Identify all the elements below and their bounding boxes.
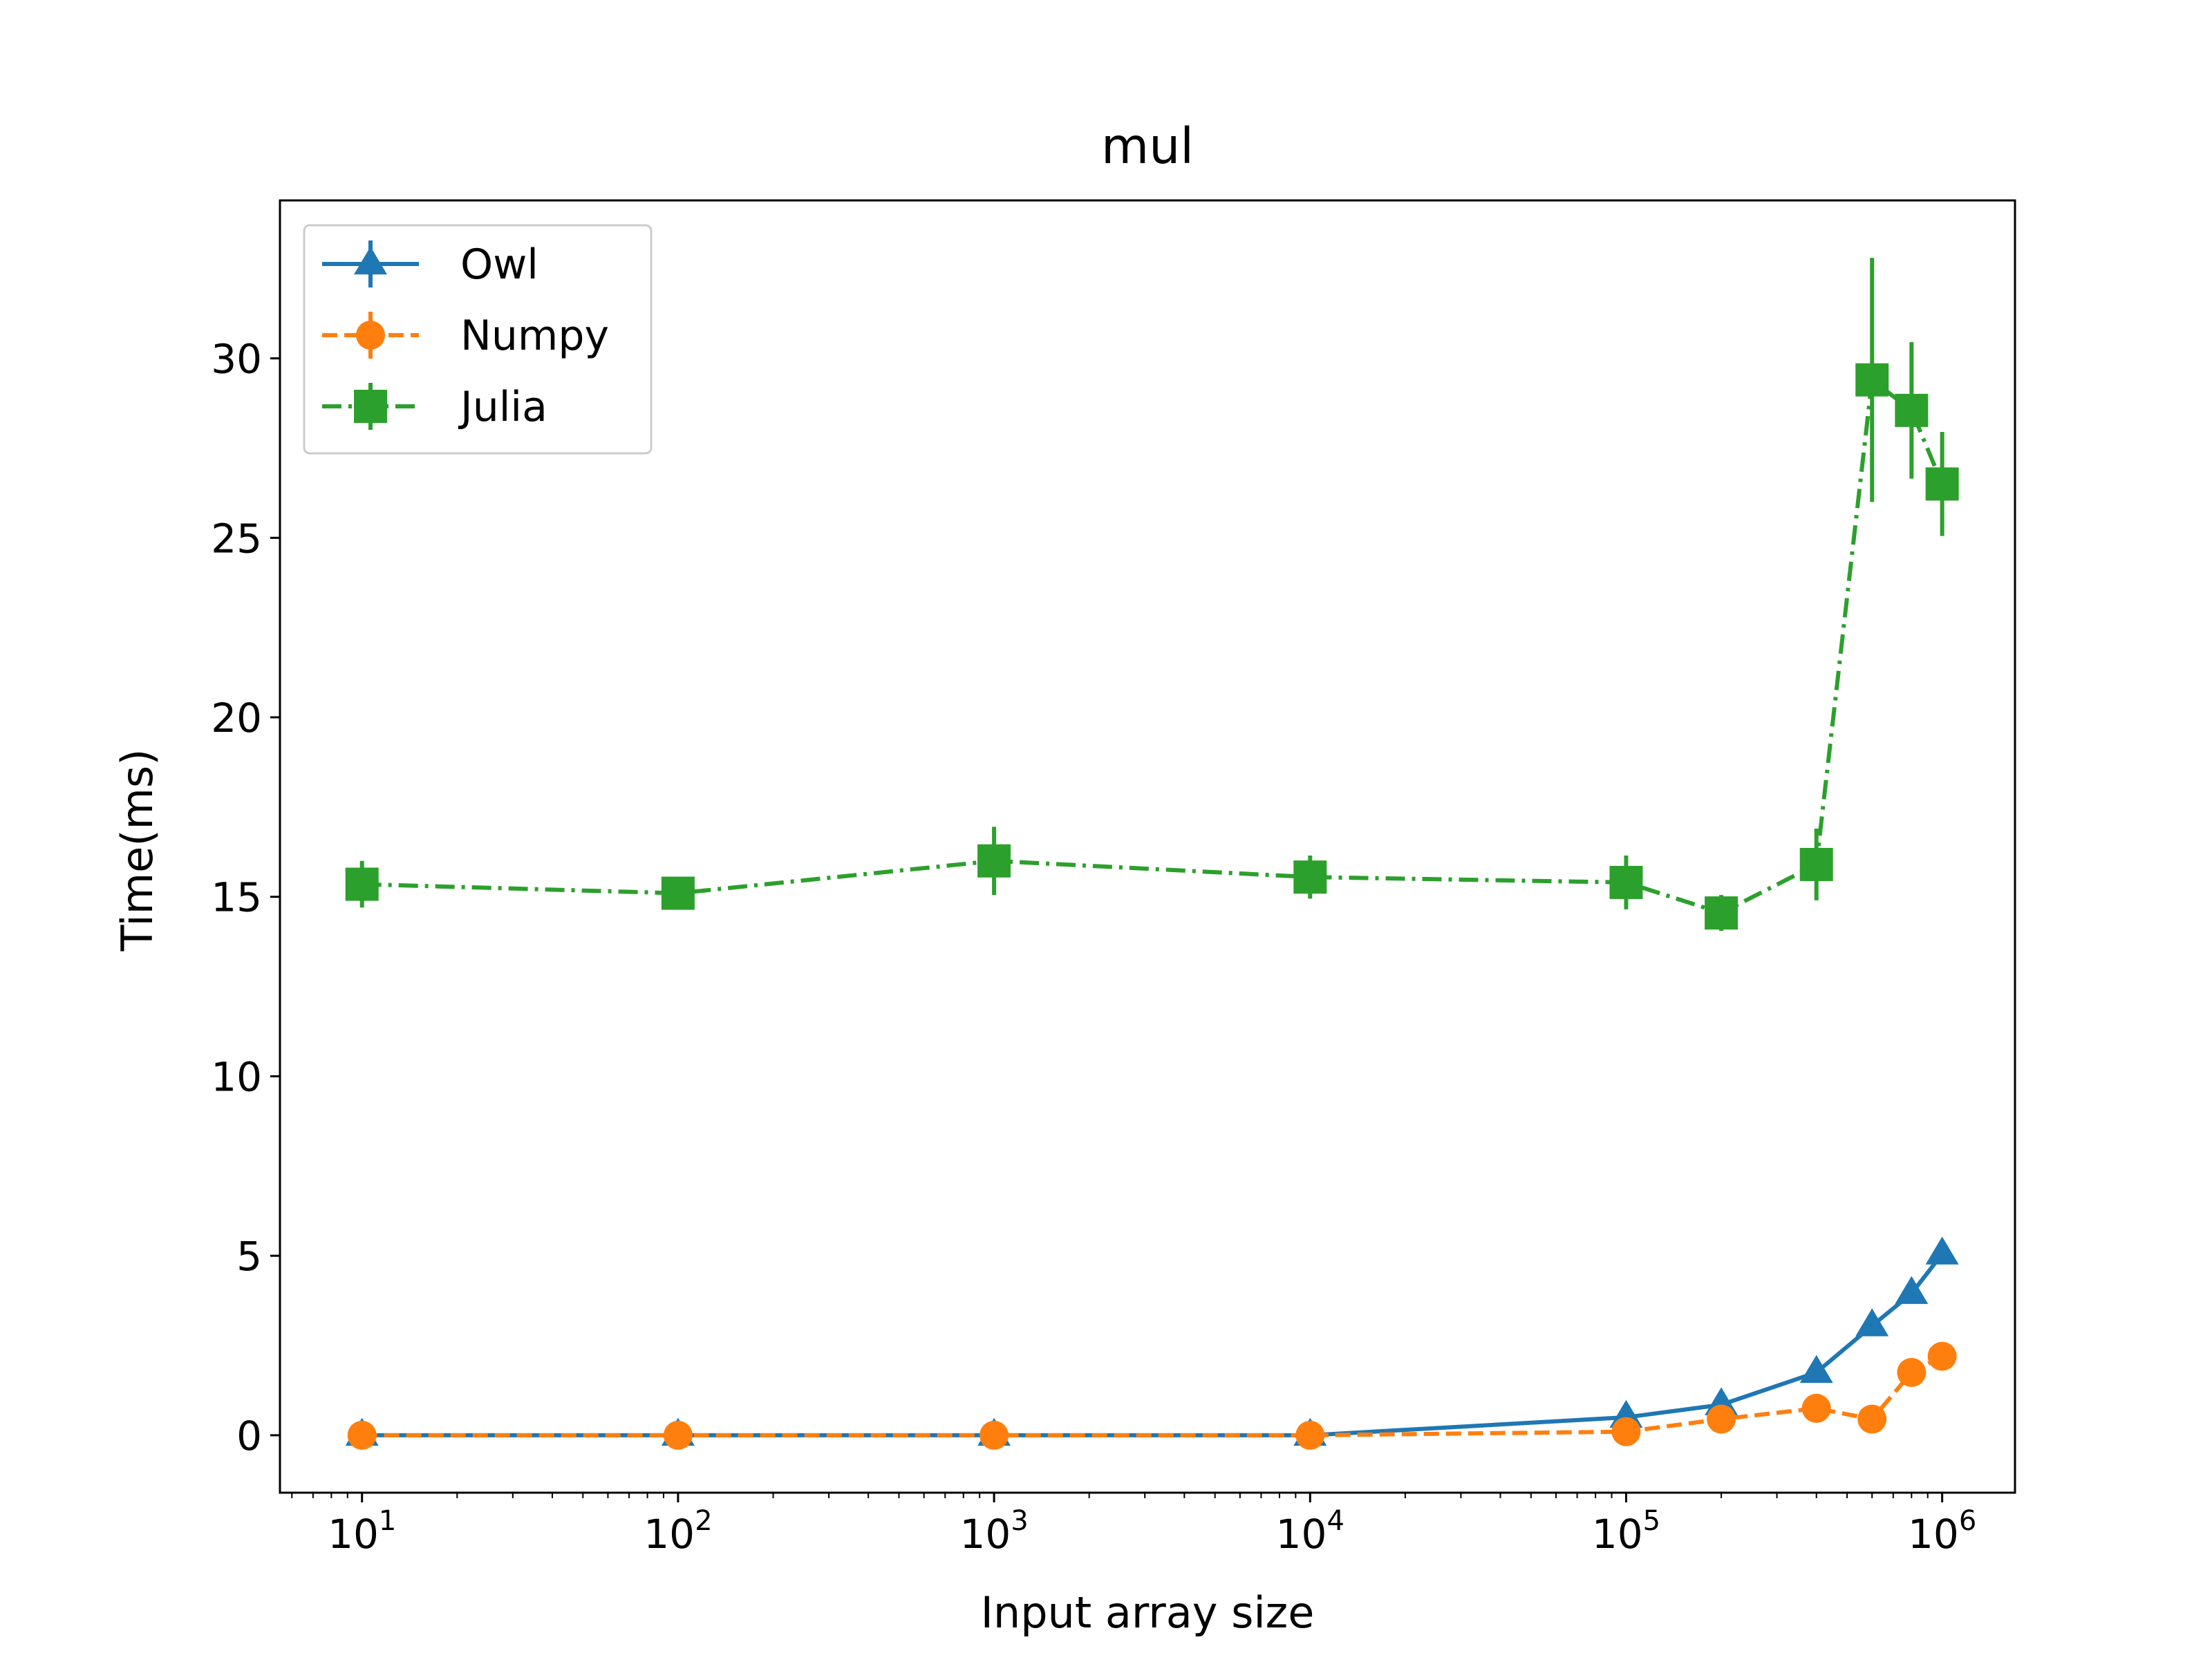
data-point [1801,1393,1831,1423]
data-point [1799,847,1833,881]
legend-label: Numpy [460,312,609,360]
series-line-julia [362,377,1944,916]
data-point [1855,1308,1889,1337]
series-numpy [347,1341,1957,1450]
x-tick-label: 104 [1276,1505,1344,1558]
y-tick-label: 20 [211,695,262,742]
data-point [347,1420,377,1450]
data-point [1611,1417,1641,1446]
axes: 0 5 10 15 20 25 30 101 102 103 104 105 106 [211,199,2016,1558]
x-tick-label: 103 [959,1505,1028,1558]
chart-title: mul [1101,117,1194,175]
data-point [1927,1341,1957,1371]
data-point [977,844,1011,878]
data-point [663,1420,693,1450]
x-axis-label: Input array size [981,1587,1315,1638]
data-point [1799,1354,1833,1384]
data-point [345,867,379,901]
legend-marker [354,246,387,275]
series-line-numpy [362,1354,1944,1437]
legend-entry-owl: Owl [322,240,538,289]
data-point [1895,1276,1929,1304]
data-point [1897,1357,1927,1387]
data-point [1925,1236,1959,1265]
x-tick-label: 105 [1592,1505,1660,1558]
plot-frame [279,199,2016,1494]
y-tick-label: 30 [211,336,262,383]
legend-marker [356,321,385,350]
y-axis-label: Time(ms) [112,749,162,952]
plot-area [345,258,1959,1450]
data-point [1293,860,1327,894]
legend-marker [354,390,387,423]
data-point [1707,1404,1736,1434]
x-tick-label: 102 [644,1505,712,1558]
x-tick-label: 106 [1908,1505,1976,1558]
data-point [1705,896,1738,930]
data-point [1857,1404,1887,1434]
legend-entry-julia: Julia [322,383,547,431]
data-point [1609,865,1643,899]
data-point [1295,1420,1325,1450]
legend-entry-numpy: Numpy [322,312,609,360]
y-tick-label: 5 [236,1233,262,1280]
legend: Owl Numpy Julia [303,224,653,455]
legend-label: Owl [460,240,538,289]
y-tick-label: 15 [211,874,262,921]
y-tick-label: 10 [211,1053,262,1100]
data-point [980,1420,1009,1450]
data-point [1925,467,1959,501]
series-julia [345,258,1959,932]
data-point [1855,363,1889,397]
y-tick-label: 25 [211,515,262,562]
data-point [1895,393,1929,427]
legend-label: Julia [458,383,547,431]
x-tick-label: 101 [328,1505,396,1558]
y-tick-label: 0 [236,1413,262,1460]
data-point [661,876,695,910]
legend-box [303,224,653,455]
